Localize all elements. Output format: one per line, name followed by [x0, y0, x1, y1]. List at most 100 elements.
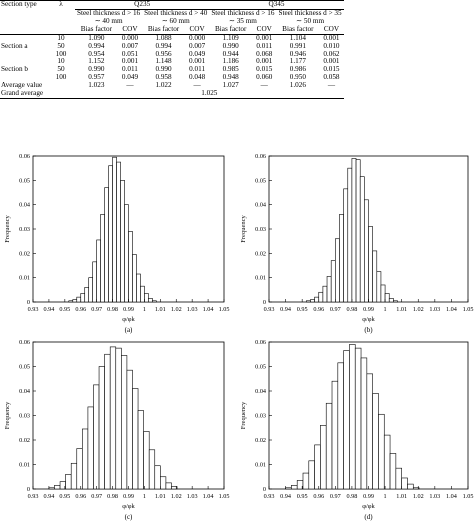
histogram-bar	[354, 347, 362, 490]
cov-header: COV	[117, 25, 143, 35]
y-tick-label: 0.02	[19, 250, 30, 257]
x-tick-label: 0.99	[363, 306, 374, 313]
average-cell: 1.022	[155, 81, 172, 90]
histogram-bar	[160, 476, 167, 490]
x-tick-label: 1.02	[413, 306, 424, 313]
bias-factor-cell: 1.109	[222, 33, 239, 42]
table-row: Section b 50 0.990 0.011 0.990 0.011 0.985 0.01…	[0, 65, 344, 74]
panel-caption: (a)	[125, 326, 133, 334]
histogram-bar	[393, 300, 398, 303]
table-row: 100 0.954 0.051 0.956 0.049 0.944 0.068 0.946 0.…	[0, 49, 344, 59]
x-axis-label: φ/φk	[362, 503, 375, 510]
thickness-range-label: Steel thickness d > 40	[144, 8, 208, 17]
lambda-value: 50	[57, 41, 65, 50]
histogram-bar	[92, 261, 97, 303]
lambda-value: 50	[57, 65, 65, 74]
bias-factor-cell: 0.991	[289, 41, 306, 50]
thickness-range-label: ∼ 35 mm	[228, 16, 257, 25]
section-label: Section a	[1, 41, 28, 50]
y-tick-label: 0.04	[255, 388, 266, 395]
average-cell: —	[327, 81, 336, 90]
panel-caption: (d)	[364, 513, 373, 521]
bias-factor-cell: 0.948	[222, 73, 239, 82]
cov-cell: 0.015	[256, 65, 273, 74]
x-tick-label: 0.98	[347, 493, 358, 500]
average-cell: 1.027	[222, 81, 239, 90]
histogram-bar	[308, 460, 315, 490]
histogram-bar	[364, 199, 369, 303]
results-table: Section type λ Q235 Q345 Steel thickness…	[0, 0, 474, 135]
cov-cell: 0.001	[121, 57, 139, 66]
y-tick-label: 0.02	[255, 250, 266, 257]
y-axis-label: Frequency	[4, 401, 11, 429]
bias-factor-cell: 0.994	[88, 41, 105, 50]
cov-header: COV	[184, 25, 210, 35]
y-tick-label: 0	[27, 486, 30, 493]
histogram-bar	[154, 465, 161, 490]
histogram-panel-b: 0.93 0.94 0.95 0.96 0.97 0.98 0.99 1 1.01 1.02 1.0…	[236, 150, 474, 340]
x-tick-label: 0.96	[75, 493, 86, 500]
bias-factor-cell: 0.985	[222, 65, 239, 74]
y-tick-label: 0.03	[19, 413, 30, 420]
histogram-bar	[48, 487, 55, 490]
x-tick-label: 0.93	[264, 493, 275, 500]
lambda-header: λ	[47, 0, 75, 10]
histogram-bar	[98, 366, 105, 490]
histogram-bar	[384, 293, 390, 303]
bias-factor-cell: 1.186	[222, 57, 239, 66]
thickness-range-label: Steel thickness d > 16	[77, 8, 141, 17]
histogram-bar	[310, 299, 315, 303]
x-tick-label: 0.93	[264, 306, 275, 313]
x-tick-label: 1.05	[463, 493, 474, 500]
histogram-bar	[407, 483, 414, 490]
bias-factor-cell: 1.104	[289, 33, 306, 42]
histogram-bar	[144, 293, 149, 303]
y-tick-label: 0	[27, 299, 30, 306]
x-tick-label: 1.03	[429, 306, 440, 313]
grand-average-value: 1.025	[75, 89, 344, 100]
lambda-value: 100	[55, 49, 67, 58]
cov-cell: 0.007	[189, 41, 206, 50]
histogram-bar	[100, 214, 105, 303]
bias-factor-cell: 0.957	[88, 73, 105, 82]
bias-factor-cell: 0.954	[88, 49, 105, 58]
x-axis-label: φ/φk	[362, 316, 375, 323]
x-tick-label: 0.94	[44, 306, 55, 313]
histogram-bar	[132, 388, 139, 490]
x-tick-label: 0.93	[28, 493, 39, 500]
histogram-bar	[380, 284, 386, 303]
histogram-bar	[383, 434, 391, 490]
lambda-value: 10	[57, 57, 65, 66]
histogram-bar	[376, 271, 382, 303]
histogram-bar	[152, 300, 157, 303]
x-tick-label: 0.94	[280, 493, 291, 500]
histogram-bar	[335, 238, 340, 303]
x-tick-label: 0.95	[297, 306, 308, 313]
y-tick-label: 0.02	[255, 437, 266, 444]
histogram-bar	[72, 299, 78, 303]
x-tick-label: 0.99	[363, 493, 374, 500]
histogram-bar	[104, 353, 111, 490]
histogram-bar	[331, 380, 339, 490]
table-row: Section a 50 0.994 0.007 0.994 0.007 0.990 0.01…	[0, 41, 344, 51]
x-tick-label: 1.02	[171, 306, 182, 313]
bias-factor-cell: 1.088	[155, 33, 172, 42]
histogram-bar	[93, 384, 100, 490]
y-tick-label: 0.06	[19, 339, 30, 346]
thickness-range-label: ∼ 40 mm	[94, 16, 123, 25]
histogram-bar	[388, 298, 394, 303]
table-row: 10 1.152 0.001 1.148 0.001 1.186 0.001 1.177 0.0…	[0, 58, 344, 66]
y-tick-label: 0	[263, 486, 266, 493]
y-tick-label: 0.04	[255, 202, 266, 209]
table-row: 100 0.957 0.049 0.958 0.048 0.948 0.060 0.950 0.…	[0, 73, 344, 82]
histogram-bar	[378, 413, 385, 490]
x-tick-label: 0.96	[75, 306, 86, 313]
histogram-bar	[65, 474, 72, 490]
bias-factor-header: Bias factor	[276, 25, 320, 35]
bias-factor-cell: 0.946	[289, 49, 306, 58]
histogram-bar	[351, 158, 357, 303]
histogram-bar	[337, 362, 344, 490]
x-tick-label: 1.05	[463, 306, 474, 313]
histogram-bar	[355, 159, 361, 303]
x-tick-label: 1.04	[446, 493, 457, 500]
